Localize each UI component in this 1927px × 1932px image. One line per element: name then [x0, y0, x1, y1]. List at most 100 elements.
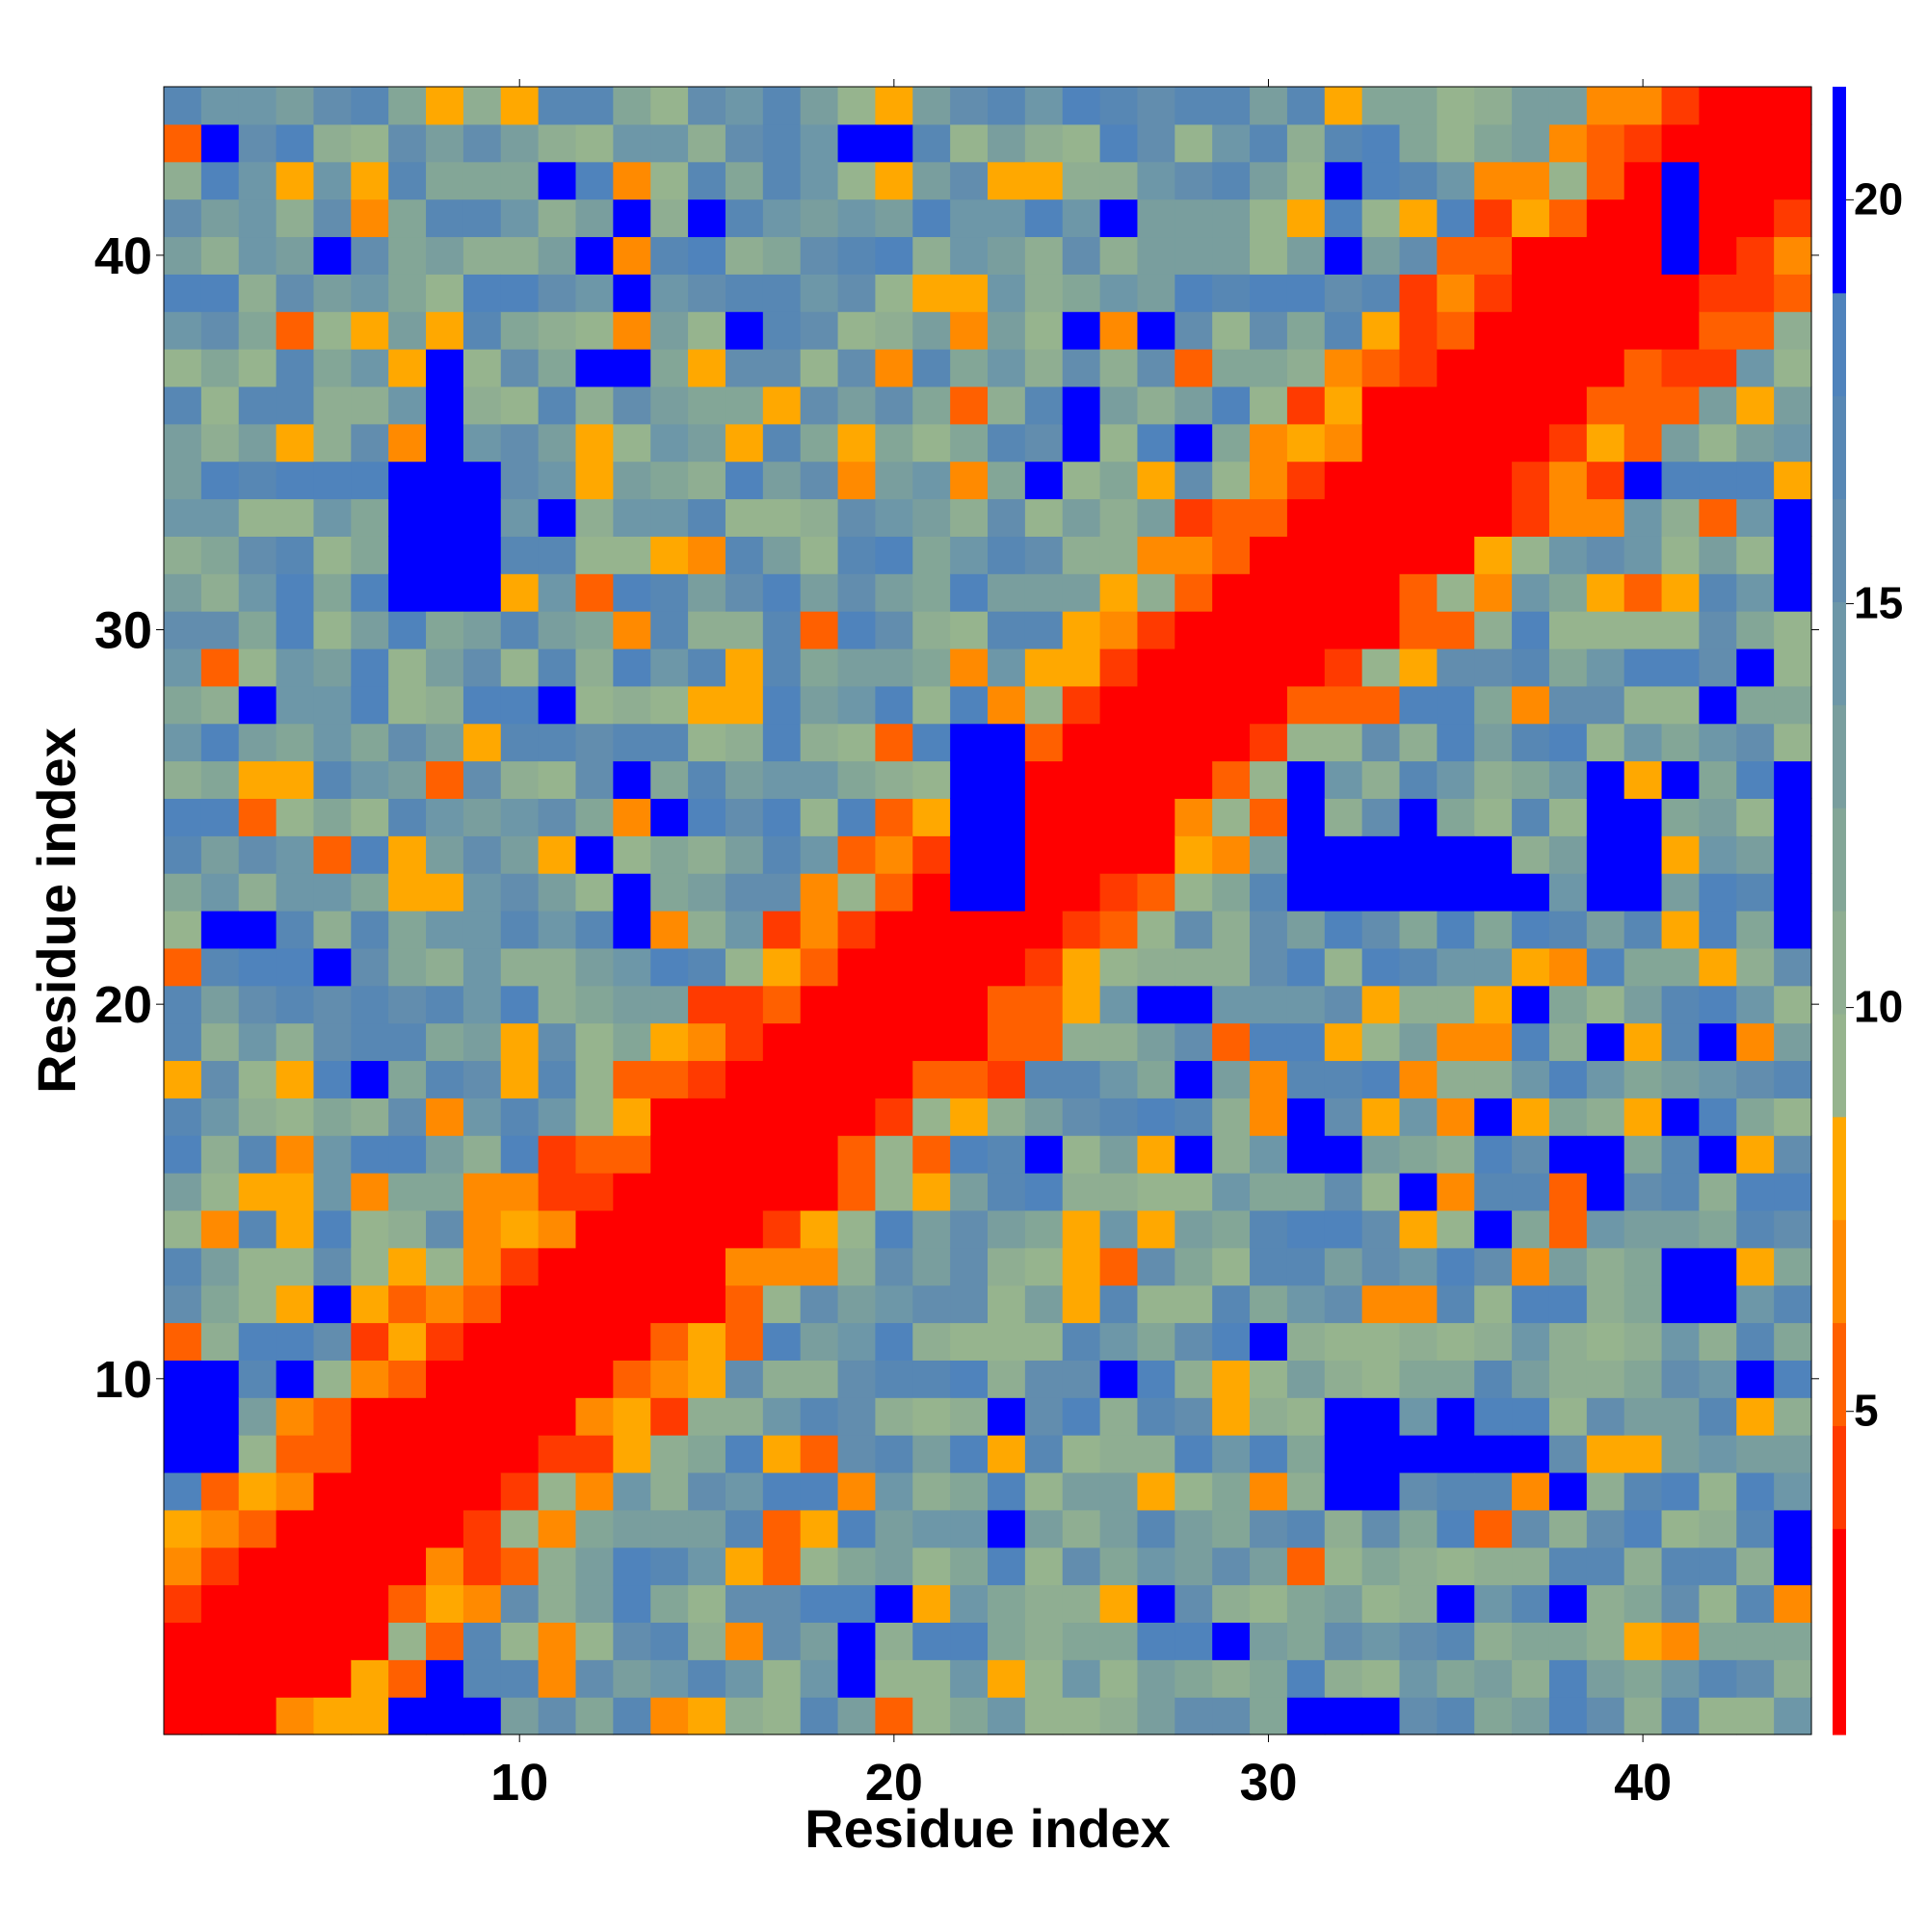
heatmap-cell [164, 1022, 202, 1062]
heatmap-cell [426, 1471, 464, 1511]
heatmap-cell [988, 498, 1026, 537]
heatmap-cell [500, 1435, 540, 1473]
heatmap-cell [762, 461, 802, 500]
heatmap-cell [575, 985, 614, 1024]
heatmap-cell [1623, 1022, 1663, 1062]
heatmap-cell [462, 1060, 502, 1098]
heatmap-cell [351, 1659, 389, 1698]
heatmap-cell [200, 161, 240, 200]
heatmap-cell [1175, 985, 1213, 1024]
heatmap-cell [800, 1547, 839, 1586]
heatmap-cell [1512, 648, 1550, 687]
heatmap-cell [1361, 798, 1401, 836]
heatmap-cell [164, 1284, 202, 1324]
heatmap-cell [1474, 1697, 1513, 1735]
heatmap-cell [688, 123, 726, 163]
heatmap-cell [1399, 573, 1438, 612]
heatmap-cell [1548, 573, 1588, 612]
heatmap-cell [613, 1135, 651, 1174]
heatmap-cell [1137, 1547, 1175, 1586]
heatmap-cell [1586, 349, 1625, 387]
heatmap-cell [1250, 1584, 1288, 1624]
heatmap-cell [837, 911, 877, 949]
heatmap-cell [1137, 236, 1175, 275]
x-axis-ticks: 10 20 30 40 [490, 79, 1672, 1812]
heatmap-cell [950, 1209, 989, 1249]
heatmap-cell [725, 1322, 764, 1361]
heatmap-cell [912, 123, 951, 163]
heatmap-cell [462, 1584, 502, 1624]
heatmap-cell [1137, 274, 1175, 312]
heatmap-cell [1175, 161, 1213, 200]
heatmap-cell [725, 1135, 764, 1174]
heatmap-cell [800, 461, 839, 500]
heatmap-cell [1212, 1098, 1251, 1136]
heatmap-cell [1099, 1547, 1139, 1586]
heatmap-cell [688, 87, 726, 125]
heatmap-cell [613, 1622, 651, 1660]
heatmap-cell [1324, 1622, 1363, 1660]
heatmap-cell [200, 1435, 240, 1473]
heatmap-cell [1399, 760, 1438, 800]
heatmap-cell [800, 1659, 839, 1698]
heatmap-cell [875, 87, 913, 125]
heatmap-cell [1286, 835, 1326, 874]
heatmap-cell [1512, 236, 1550, 275]
heatmap-cell [538, 1022, 577, 1062]
heatmap-cell [650, 1360, 689, 1398]
heatmap-cell [1699, 385, 1737, 425]
heatmap-cell [1324, 1022, 1363, 1062]
heatmap-cell [1137, 1173, 1175, 1211]
heatmap-cell [1324, 835, 1363, 874]
heatmap-cell [762, 760, 802, 800]
heatmap-cell [1250, 1397, 1288, 1436]
heatmap-cell [1623, 1471, 1663, 1511]
heatmap-cell [1548, 685, 1588, 725]
heatmap-cell [538, 1547, 577, 1586]
heatmap-cell [613, 536, 651, 574]
heatmap-cell [837, 1622, 877, 1660]
heatmap-cell [164, 461, 202, 500]
heatmap-cell [1361, 1471, 1401, 1511]
heatmap-cell [650, 274, 689, 312]
heatmap-cell [650, 573, 689, 612]
heatmap-cell [164, 123, 202, 163]
heatmap-cell [575, 1022, 614, 1062]
heatmap-cell [1586, 685, 1625, 725]
heatmap-cell [1024, 760, 1064, 800]
heatmap-cell [1512, 1360, 1550, 1398]
heatmap-cell [875, 1209, 913, 1249]
heatmap-cell [1548, 311, 1588, 350]
heatmap-cell [613, 985, 651, 1024]
heatmap-cell [950, 385, 989, 425]
heatmap-cell [1137, 1247, 1175, 1286]
heatmap-cell [1774, 573, 1812, 612]
heatmap-cell [650, 798, 689, 836]
heatmap-cell [762, 536, 802, 574]
heatmap-cell [1623, 1435, 1663, 1473]
heatmap-cell [388, 685, 427, 725]
heatmap-cell [1548, 1060, 1588, 1098]
heatmap-cell [1548, 1659, 1588, 1698]
heatmap-cell [688, 798, 726, 836]
heatmap-cell [950, 1471, 989, 1511]
heatmap-cell [388, 1322, 427, 1361]
heatmap-cell [1623, 1060, 1663, 1098]
heatmap-cell [313, 349, 352, 387]
heatmap-cell [837, 349, 877, 387]
heatmap-cell [462, 1697, 502, 1735]
heatmap-cell [575, 1209, 614, 1249]
heatmap-cell [1736, 1659, 1775, 1698]
colorbar-tick-label: 10 [1854, 982, 1903, 1032]
heatmap-cell [276, 123, 315, 163]
heatmap-cell [462, 236, 502, 275]
heatmap-cell [388, 123, 427, 163]
heatmap-cell [351, 1284, 389, 1324]
heatmap-cell [200, 1060, 240, 1098]
heatmap-cell [1361, 161, 1401, 200]
heatmap-cell [462, 1547, 502, 1586]
heatmap-cell [1137, 385, 1175, 425]
heatmap-cell [1175, 198, 1213, 238]
heatmap-cell [388, 911, 427, 949]
heatmap-cell [575, 498, 614, 537]
